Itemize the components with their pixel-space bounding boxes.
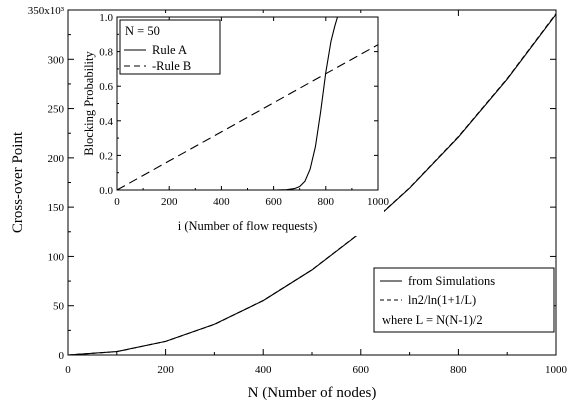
main-x-tick-label: 200 xyxy=(157,364,174,376)
main-legend-label-simulations: from Simulations xyxy=(408,274,495,288)
inset-x-tick-label: 200 xyxy=(161,196,178,208)
inset-y-tick-label: 0.2 xyxy=(99,150,113,162)
main-y-tick-label: 200 xyxy=(48,153,65,165)
inset-x-tick-label: 0 xyxy=(114,196,120,208)
inset-y-tick-label: 1.0 xyxy=(99,12,113,24)
inset-y-tick-label: 0.0 xyxy=(99,185,113,197)
main-y-tick-label: 0 xyxy=(59,350,65,362)
main-y-tick-label: 50 xyxy=(53,301,65,313)
inset-chart: 0 200 400 600 800 1000 0.0 0.2 0.4 0.6 0.8 1.0 i (N… xyxy=(77,12,390,236)
main-y-tick-label: 250 xyxy=(48,104,65,116)
inset-x-tick-label: 400 xyxy=(213,196,230,208)
inset-legend-title: N = 50 xyxy=(125,24,160,38)
inset-x-tick-label: 1000 xyxy=(367,196,390,208)
inset-legend-box xyxy=(119,19,221,75)
main-y-tick-label: 100 xyxy=(48,251,65,263)
inset-series xyxy=(116,16,379,191)
inset-y-tick-label: 0.8 xyxy=(99,47,113,59)
inset-y-tick-label: 0.6 xyxy=(99,81,113,93)
main-legend-label-formula: ln2/ln(1+1/L) xyxy=(408,293,476,307)
inset-x-axis-label: i (Number of flow requests) xyxy=(178,219,318,233)
inset-x-tick-label: 600 xyxy=(265,196,282,208)
inset-x-tick-label: 800 xyxy=(318,196,335,208)
inset-y-axis-label: Blocking Probability xyxy=(82,50,96,155)
main-y-tick-label: 350x10³ xyxy=(28,5,65,17)
main-series xyxy=(67,13,557,356)
main-y-axis-label: Cross-over Point xyxy=(10,131,26,233)
inset-y-tick-label: 0.4 xyxy=(99,116,113,128)
main-legend: from Simulations ln2/ln(1+1/L) where L =… xyxy=(373,267,555,333)
inset-ticks: 0 200 400 600 800 1000 0.0 0.2 0.4 0.6 0.8 1.0 xyxy=(99,12,389,208)
inset-legend: N = 50 Rule A -Rule B xyxy=(119,19,221,75)
main-y-tick-label: 150 xyxy=(48,202,65,214)
main-y-tick-label: 300 xyxy=(48,54,65,66)
main-x-tick-label: 800 xyxy=(450,364,467,376)
main-x-axis-label: N (Number of nodes) xyxy=(248,385,377,401)
inset-series-solid xyxy=(117,16,339,191)
main-legend-label-where: where L = N(N-1)/2 xyxy=(382,313,483,327)
inset-series-dashed xyxy=(116,44,379,191)
inset-legend-label-rule-a: Rule A xyxy=(152,43,187,57)
main-x-tick-label: 1000 xyxy=(545,364,568,376)
main-x-tick-label: 0 xyxy=(65,364,71,376)
inset-legend-label-rule-b: -Rule B xyxy=(152,59,191,73)
main-legend-box xyxy=(373,267,555,333)
main-x-tick-label: 600 xyxy=(353,364,370,376)
main-chart: 0 200 400 600 800 1000 0 50 100 150 200 250 300 350x1… xyxy=(10,5,568,401)
main-series-dashed xyxy=(67,13,557,356)
main-x-tick-label: 400 xyxy=(255,364,272,376)
